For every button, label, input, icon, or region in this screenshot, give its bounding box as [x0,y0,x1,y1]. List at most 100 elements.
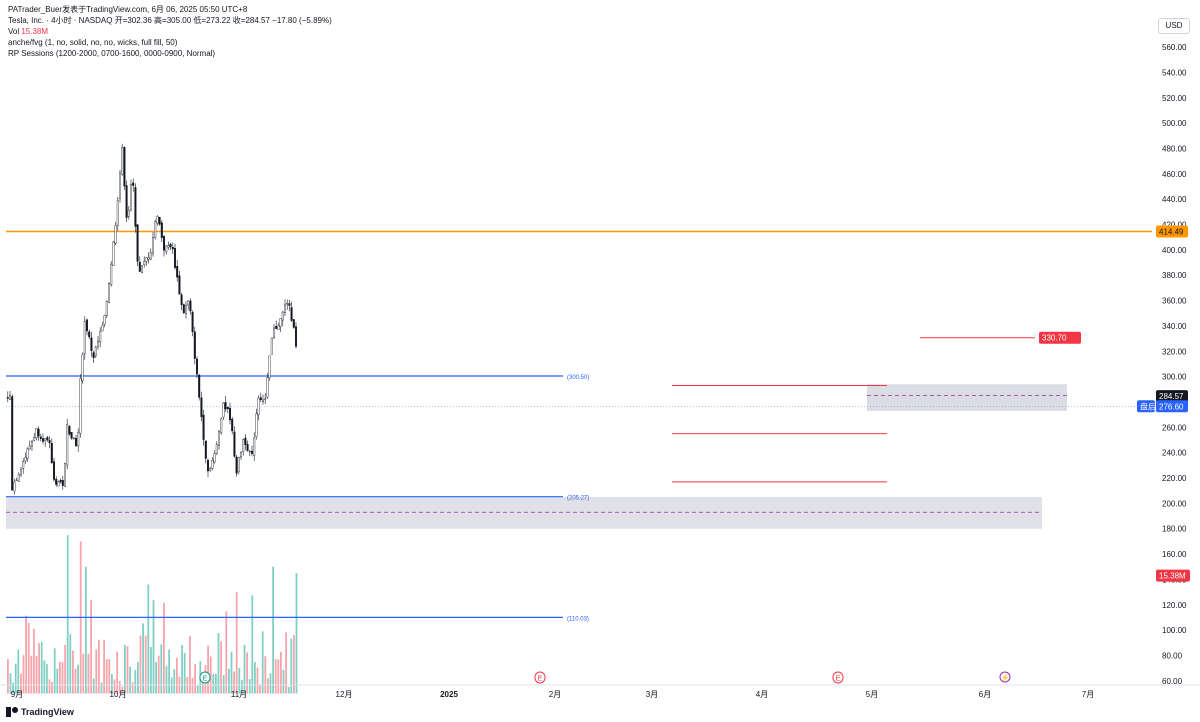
volume-bar [20,673,22,694]
candle-body [160,222,163,238]
volume-bar [85,566,87,694]
volume-bar [126,646,129,694]
tradingview-brand[interactable]: TradingView [21,707,74,717]
time-axis[interactable]: 9月 10月 11月 12月 2025 2月 3月 4月 5月 6月 7月 [0,684,1200,699]
candle-body [213,453,216,463]
volume-bar [82,653,85,694]
volume-bar [43,660,46,694]
vol-value: 15.38M [21,27,49,36]
indicator-fvg[interactable]: anche/fvg (1, no, solid, no, no, wicks, … [8,38,178,47]
volume-bar [261,631,264,694]
volume-legend[interactable]: Vol 15.38M [8,26,332,37]
earnings-marker: E [832,671,844,684]
candle-body [92,352,95,359]
candle-body [83,321,86,354]
indicator-sessions[interactable]: RP Sessions (1200-2000, 0700-1600, 0000-… [8,49,216,58]
price-tick: 360.00 [1162,297,1187,306]
volume-bar [48,679,51,694]
candle-body [96,340,99,347]
candle-body [246,444,249,451]
volume-bar [277,659,280,694]
candle-body [292,319,295,328]
candle-body [206,460,209,472]
price-tick: 200.00 [1162,499,1187,508]
vol-label: Vol [8,27,20,36]
candle-body [22,461,25,469]
volume-bar [92,678,95,694]
time-label: 4月 [756,690,768,699]
time-label: 7月 [1082,690,1094,699]
volume-bar [155,662,157,694]
candle-body [39,436,42,439]
footer: TradingView [0,704,1200,722]
price-414-tag: 414.49 [1156,225,1188,238]
candle-body [165,245,168,253]
volume-bar [287,687,290,694]
candle-body [59,480,62,483]
candle-body [158,216,161,225]
candle-body [94,346,97,357]
candle-body [209,468,212,471]
volume-bar [202,681,204,694]
price-axis[interactable]: 60.0080.00100.00120.00140.00160.00180.00… [1039,43,1190,686]
volume-bar [90,600,92,694]
volume-bar [230,651,233,694]
candle-body [281,311,284,321]
candle-body [279,318,282,327]
volume-bar [113,679,116,694]
candle-body [110,263,113,285]
price-chart[interactable]: (300.50) (205.27) (110.03) 60.00 80.00 100.0… [0,0,1200,704]
volume-bar [254,662,256,694]
candle-body [268,355,271,378]
volume-bar [116,651,118,694]
price-tick: 260.00 [1162,423,1187,432]
volume-bar [191,677,194,694]
volume-bar [274,659,277,694]
volume-bar [282,669,285,694]
ticker-ohlc[interactable]: Tesla, Inc. · 4小时 · NASDAQ 开=302.36 高=30… [8,16,332,25]
candle-body [101,325,104,332]
last-price-tag: 284.57 [1156,390,1188,403]
currency-button[interactable]: USD [1158,18,1190,34]
candle-body [44,438,47,441]
candle-body [167,245,170,248]
volume-bar [163,602,165,694]
candle-body [127,209,130,217]
candle-body [17,474,20,482]
volume-bar [17,649,20,694]
volume-bar [183,653,186,694]
earnings-marker-bg [832,671,844,684]
time-label: 9月 [11,690,23,699]
candle-body [226,407,229,410]
candle-body [81,354,84,381]
price-tick: 80.00 [1162,651,1183,660]
price-tick: 380.00 [1162,271,1187,280]
candle-body [182,304,185,314]
volume-bar [105,659,108,694]
candle-body [211,460,214,469]
volume-bar [100,682,103,694]
candle-body [15,479,18,482]
candle-body [231,418,234,432]
price-tick: 320.00 [1162,347,1187,356]
level-label: (300.50) [567,375,589,381]
candle-body [171,246,174,250]
volume-bar [280,651,282,694]
volume-bar [103,639,105,694]
volume-bar [69,634,72,694]
tradingview-logo-icon[interactable] [6,707,18,717]
candle-body [191,312,194,332]
candle-body [55,478,58,485]
after-hours-badge-tag-bg [1137,400,1155,413]
price-tick: 460.00 [1162,170,1187,179]
candle-body [154,221,157,238]
candle-body [121,146,124,175]
candle-body [233,431,236,457]
time-label: 2月 [549,690,561,699]
volume-bar [30,655,33,694]
volume-bar [139,635,142,694]
price-tick: 120.00 [1162,601,1187,610]
price-tick: 60.00 [1162,677,1183,686]
last-price-tag-bg [1156,390,1188,403]
price-tick: 440.00 [1162,195,1187,204]
